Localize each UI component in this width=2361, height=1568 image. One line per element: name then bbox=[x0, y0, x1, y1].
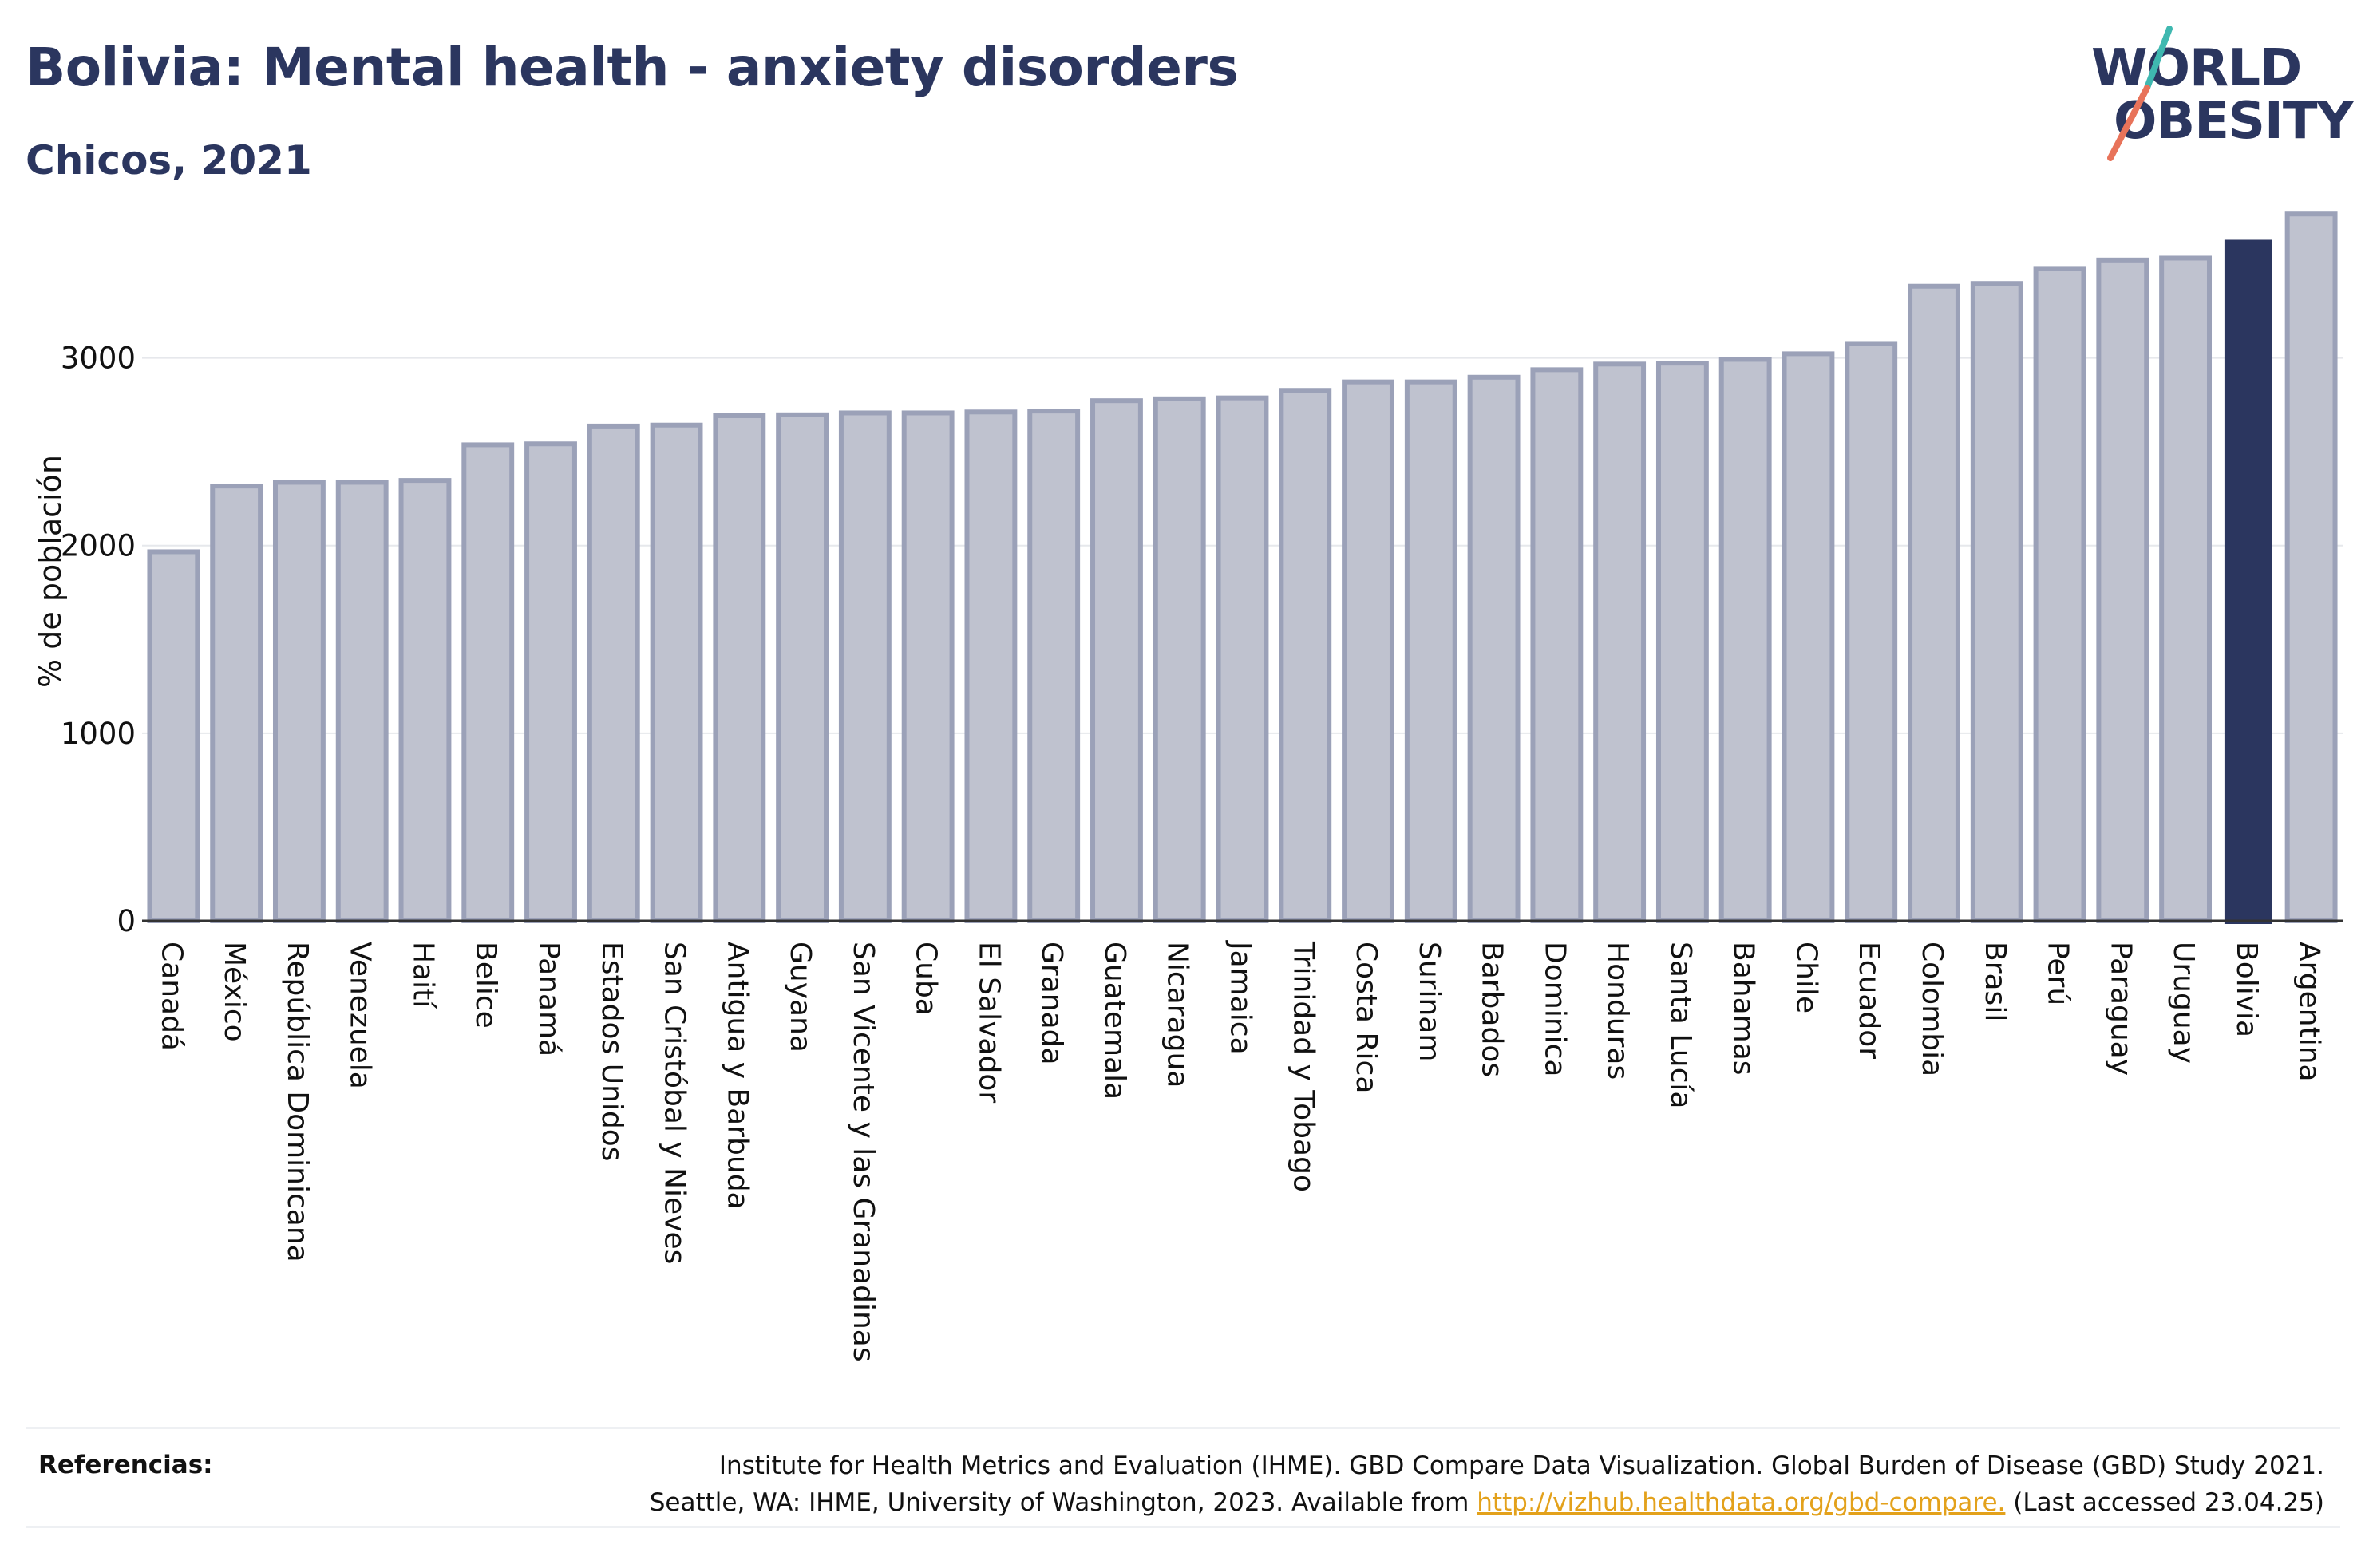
world-obesity-logo: WORLD OBESITY bbox=[2075, 22, 2354, 174]
x-tick-label: Santa Lucía bbox=[1664, 942, 1697, 1108]
bar-chile bbox=[1782, 351, 1835, 923]
x-tick-label: Uruguay bbox=[2167, 942, 2200, 1064]
x-tick-label: Guyana bbox=[784, 942, 817, 1053]
bar-granada bbox=[1027, 409, 1081, 923]
page-subtitle: Chicos, 2021 bbox=[26, 137, 312, 184]
bar-belice bbox=[461, 442, 515, 923]
bar-costa-rica bbox=[1342, 379, 1394, 923]
bar-perú bbox=[2033, 266, 2086, 923]
y-tick-label: 2000 bbox=[61, 529, 136, 563]
y-axis-label: % de población bbox=[33, 455, 68, 688]
x-tick-label: Chile bbox=[1790, 942, 1822, 1013]
x-tick-label: Belice bbox=[469, 942, 502, 1029]
x-tick-label: San Vicente y las Granadinas bbox=[847, 942, 880, 1362]
logo-slash-icon bbox=[2107, 26, 2173, 161]
bar-haití bbox=[398, 478, 452, 923]
x-tick-labels: Canadá México República Dominicana Venezuel… bbox=[155, 940, 2325, 1362]
x-tick-label: Haití bbox=[406, 942, 439, 1009]
logo-word-2: OBESITY bbox=[2114, 92, 2354, 151]
bar-honduras bbox=[1593, 361, 1647, 924]
bar-bolivia bbox=[2224, 239, 2272, 924]
bar-colombia bbox=[1908, 283, 1960, 923]
x-tick-label: Honduras bbox=[1601, 942, 1634, 1080]
x-tick-label: Colombia bbox=[1916, 942, 1948, 1076]
x-tick-label: Brasil bbox=[1979, 942, 2011, 1021]
x-tick-label: Jamaica bbox=[1224, 940, 1257, 1055]
bar-venezuela bbox=[335, 480, 389, 923]
x-tick-label: San Cristóbal y Nieves bbox=[658, 942, 691, 1264]
bar-antigua-y-barbuda bbox=[713, 413, 766, 923]
x-tick-label: Cuba bbox=[910, 942, 943, 1016]
references-link[interactable]: http://vizhub.healthdata.org/gbd-compare… bbox=[1477, 1488, 2006, 1517]
x-tick-label: El Salvador bbox=[972, 942, 1005, 1103]
bar-panamá bbox=[524, 441, 577, 923]
bar-chart: Canadá México República Dominicana Venezuel… bbox=[33, 211, 2343, 1362]
bar-ecuador bbox=[1845, 341, 1898, 923]
x-tick-label: Nicaragua bbox=[1161, 942, 1194, 1088]
bar-santa-lucía bbox=[1655, 361, 1709, 923]
references-line-1: Institute for Health Metrics and Evaluat… bbox=[718, 1451, 2324, 1480]
references-text: Institute for Health Metrics and Evaluat… bbox=[488, 1448, 2324, 1521]
x-tick-label: Panamá bbox=[532, 942, 565, 1057]
x-tick-label: Canadá bbox=[155, 942, 188, 1051]
x-tick-label: Costa Rica bbox=[1350, 942, 1382, 1093]
x-tick-label: Guatemala bbox=[1098, 942, 1131, 1100]
bar-cuba bbox=[901, 410, 955, 923]
references-divider-bottom bbox=[26, 1526, 2340, 1528]
references-label: Referencias: bbox=[38, 1451, 213, 1479]
x-tick-label: Perú bbox=[2042, 942, 2074, 1005]
bar-barbados bbox=[1467, 374, 1521, 923]
x-tick-label: Bahamas bbox=[1727, 942, 1760, 1076]
bar-jamaica bbox=[1216, 395, 1269, 923]
bar-nicaragua bbox=[1153, 396, 1206, 924]
logo-word-1: WORLD bbox=[2091, 39, 2302, 98]
bar-uruguay bbox=[2159, 255, 2213, 923]
x-tick-label: Venezuela bbox=[344, 942, 377, 1089]
page-title: Bolivia: Mental health - anxiety disorde… bbox=[26, 37, 1239, 98]
x-tick-label: Granada bbox=[1035, 942, 1068, 1065]
x-tick-label: Surinam bbox=[1413, 942, 1445, 1061]
x-tick-label: México bbox=[218, 942, 251, 1042]
bar-san-vicente-y-las-granadinas bbox=[838, 410, 892, 923]
x-tick-label: Bolivia bbox=[2230, 942, 2263, 1037]
x-tick-label: Argentina bbox=[2293, 942, 2326, 1082]
x-tick-label: República Dominicana bbox=[281, 942, 314, 1262]
bar-guatemala bbox=[1090, 398, 1143, 923]
bar-surinam bbox=[1404, 379, 1457, 923]
bar-méxico bbox=[210, 484, 263, 923]
bar-república-dominicana bbox=[272, 480, 326, 923]
references-divider-top bbox=[26, 1427, 2340, 1429]
y-tick-label: 0 bbox=[117, 904, 136, 938]
bar-paraguay bbox=[2096, 257, 2149, 924]
x-tick-label: Trinidad y Tobago bbox=[1287, 941, 1319, 1192]
x-tick-label: Dominica bbox=[1538, 942, 1571, 1077]
x-tick-label: Ecuador bbox=[1853, 942, 1885, 1059]
bar-dominica bbox=[1530, 367, 1584, 924]
x-tick-label: Barbados bbox=[1476, 942, 1509, 1077]
x-tick-label: Estados Unidos bbox=[595, 942, 628, 1162]
bars bbox=[147, 211, 2338, 924]
bar-argentina bbox=[2284, 211, 2338, 923]
x-tick-label: Antigua y Barbuda bbox=[721, 942, 753, 1210]
bar-brasil bbox=[1970, 281, 2023, 923]
references-line-2-suffix: (Last accessed 23.04.25) bbox=[2005, 1488, 2324, 1517]
bar-bahamas bbox=[1718, 357, 1772, 923]
y-tick-labels: 0 1000 2000 3000 bbox=[61, 342, 136, 938]
bar-el-salvador bbox=[964, 409, 1018, 923]
bar-guyana bbox=[776, 412, 829, 923]
bar-san-cristóbal-y-nieves bbox=[650, 422, 703, 923]
bar-estados-unidos bbox=[587, 423, 640, 923]
y-tick-label: 1000 bbox=[61, 717, 136, 751]
y-tick-label: 3000 bbox=[61, 342, 136, 376]
bar-trinidad-y-tobago bbox=[1279, 388, 1332, 923]
references-line-2-prefix: Seattle, WA: IHME, University of Washing… bbox=[649, 1488, 1477, 1517]
bar-canadá bbox=[147, 549, 200, 923]
x-tick-label: Paraguay bbox=[2104, 942, 2137, 1076]
